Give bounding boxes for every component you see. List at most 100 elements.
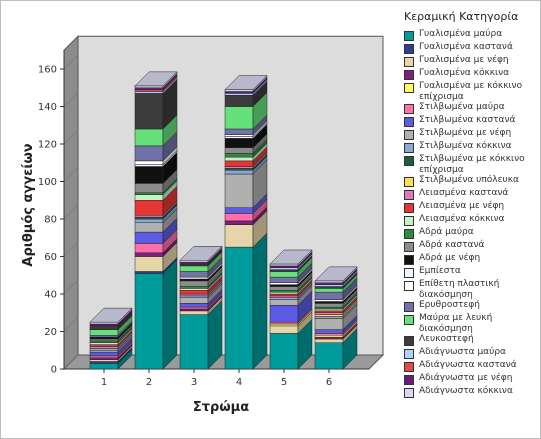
legend-item: Γυαλισμένα με κόκκινο επίχρισμα — [404, 81, 539, 102]
bar-segment — [134, 215, 164, 218]
bar-segment — [89, 359, 119, 362]
x-tick-label: 6 — [326, 377, 332, 388]
legend-label: Αδιάγνωστα μαύρα — [419, 347, 506, 357]
gridline-side — [63, 92, 79, 107]
legend-item: Στιλβωμένα καστανά — [404, 115, 539, 128]
bar-segment — [224, 147, 254, 154]
legend-label: Λειασμένα με νέφη — [419, 201, 505, 211]
legend-label: Αδρά καστανά — [419, 240, 485, 250]
legend-label: Λειασμένα καστανά — [419, 188, 509, 198]
bar-segment — [89, 342, 119, 345]
bar-segment — [89, 344, 119, 347]
legend-label: Μαύρα με λευκή διακόσμηση — [419, 313, 493, 334]
bar-segment — [224, 138, 254, 148]
legend-label: Λειασμένα κόκκινα — [419, 214, 505, 224]
legend-swatch — [404, 156, 414, 166]
bar-segment-side — [252, 232, 268, 370]
bar-segment — [134, 252, 164, 257]
bar-segment — [269, 321, 299, 325]
legend-label: Στιλβωμένα μαύρα — [419, 102, 505, 112]
bar-segment — [224, 91, 254, 94]
bar-segment — [134, 85, 164, 88]
bar-segment — [89, 336, 119, 340]
legend-item: Εμπίεστα — [404, 266, 539, 279]
gridline-side — [63, 54, 79, 70]
legend-swatch — [404, 242, 414, 252]
legend-swatch — [404, 44, 414, 54]
bar-segment — [314, 282, 344, 285]
bar-segment — [134, 243, 164, 253]
bar-segment — [269, 293, 299, 297]
legend-label: Γυαλισμένα καστανά — [419, 42, 513, 52]
legend-item: Γυαλισμένα με νέφη — [404, 55, 539, 68]
legend-label: Ερυθροστεφή — [419, 300, 480, 310]
y-tick-label: 160 — [38, 65, 57, 76]
legend-item: Αδιάγνωστα καστανά — [404, 360, 539, 373]
bar-segment — [179, 278, 209, 282]
gridline-side — [63, 129, 79, 145]
bar-segment — [89, 325, 119, 330]
legend-item: Ερυθροστεφή — [404, 300, 539, 313]
legend-item: Γυαλισμένα καστανά — [404, 42, 539, 55]
legend-swatch — [404, 117, 414, 127]
bar-segment — [179, 286, 209, 289]
bar-segment — [89, 323, 119, 327]
bar-stack-2 — [134, 71, 178, 370]
x-tick-label: 4 — [236, 377, 242, 388]
bar-stack-3 — [179, 245, 223, 370]
bar-segment — [314, 299, 344, 302]
bar-segment — [89, 348, 119, 351]
bar-segment — [314, 310, 344, 313]
x-axis-title: Στρώμα — [193, 400, 249, 415]
legend-swatch — [404, 315, 414, 325]
legend-label: Γυαλισμένα μαύρα — [419, 29, 503, 39]
legend-item: Αδιάγνωστα κόκκινα — [404, 386, 539, 399]
legend-swatch — [404, 336, 414, 346]
legend-label: Στιλβωμένα με κόκκινο επίχρισμα — [419, 154, 525, 175]
bar-segment — [134, 166, 164, 184]
bar-segment — [179, 295, 209, 298]
bar-segment — [179, 271, 209, 278]
legend-item: Αδρά μαύρα — [404, 227, 539, 240]
legend-item: Στιλβωμένα υπόλευκα — [404, 175, 539, 188]
bar-segment — [314, 329, 344, 334]
bar-segment — [269, 286, 299, 291]
legend-swatch — [404, 268, 414, 278]
bar-segment — [224, 170, 254, 175]
x-tick-label: 3 — [191, 377, 197, 388]
bar-segment — [89, 351, 119, 357]
y-axis-title: Αριθμός αγγείων — [21, 143, 36, 266]
bar-segment — [269, 265, 299, 268]
legend-item: Λευκοστεφή — [404, 334, 539, 347]
bar-segment — [269, 284, 299, 287]
bar-segment — [134, 183, 164, 193]
bar-segment — [179, 290, 209, 295]
legend-title: Κεραμική Κατηγορία — [404, 10, 519, 23]
bar-segment — [89, 338, 119, 342]
bar-segment — [269, 299, 299, 306]
bar-segment — [179, 303, 209, 308]
bar-segment — [314, 318, 344, 330]
legend-item: Λειασμένα με νέφη — [404, 201, 539, 214]
gridline-side — [63, 354, 79, 370]
y-tick-label: 40 — [44, 290, 57, 301]
bar-segment — [269, 291, 299, 295]
bar-segment — [224, 156, 254, 162]
bar-segment — [179, 288, 209, 291]
legend-swatch — [404, 70, 414, 80]
side-wall — [63, 35, 79, 371]
bar-segment — [269, 295, 299, 298]
legend-item: Αδρά με νέφη — [404, 253, 539, 266]
bar-segment — [269, 269, 299, 272]
legend-label: Επίθετη πλαστική διακόσμηση — [419, 279, 500, 300]
gridline-side — [63, 167, 79, 182]
bar-segment — [224, 95, 254, 107]
bar-top — [269, 249, 313, 265]
bar-segment — [269, 267, 299, 270]
bar-segment — [314, 301, 344, 304]
bar-segment — [224, 134, 254, 137]
bar-segment — [224, 128, 254, 135]
bar-segment — [269, 333, 299, 370]
x-tick-label: 2 — [146, 377, 152, 388]
bar-segment — [314, 303, 344, 308]
